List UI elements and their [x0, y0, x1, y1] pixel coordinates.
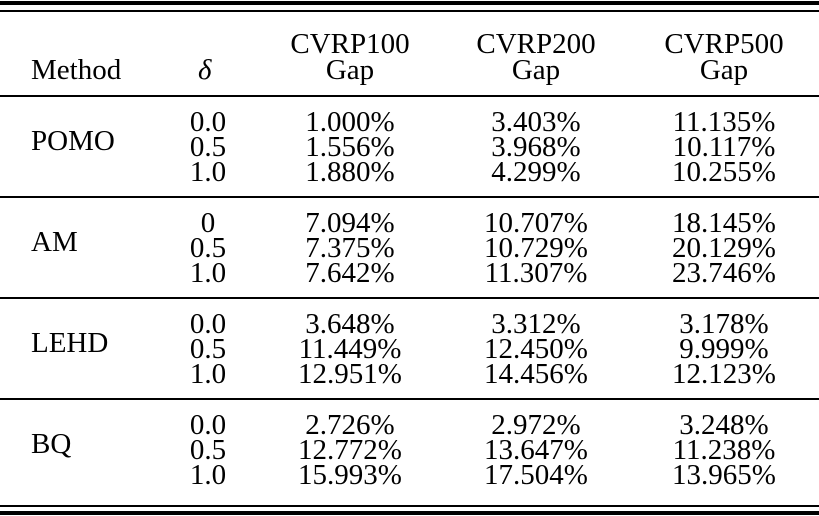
gap-value: 13.965%: [672, 459, 776, 491]
delta-cells: 0.0 0.5 1.0: [180, 106, 236, 188]
gap-value: 12.123%: [672, 358, 776, 390]
delta-value: 0.5: [189, 333, 227, 365]
gap-value: 12.772%: [298, 434, 402, 466]
bottom-rule-thin: [0, 505, 819, 507]
delta-value: 0.0: [189, 106, 227, 138]
header-cvrp100-sub: Gap: [325, 54, 375, 86]
cvrp200-cells: 3.312% 12.450% 14.456%: [456, 308, 616, 390]
gap-value: 3.312%: [491, 308, 581, 340]
group-rule-3: [0, 398, 819, 400]
gap-value: 11.307%: [484, 257, 588, 289]
header-cvrp200-title: CVRP200: [476, 28, 596, 60]
gap-value: 4.299%: [491, 156, 581, 188]
delta-value: 0.5: [189, 434, 227, 466]
header-cvrp500-sub: Gap: [699, 54, 749, 86]
header-cvrp500-title: CVRP500: [664, 28, 784, 60]
gap-value: 20.129%: [672, 232, 776, 264]
gap-value: 7.642%: [305, 257, 395, 289]
gap-value: 1.556%: [305, 131, 395, 163]
top-rule-thick: [0, 1, 819, 5]
gap-value: 1.880%: [305, 156, 395, 188]
gap-value: 12.450%: [484, 333, 588, 365]
gap-value: 12.951%: [298, 358, 402, 390]
cvrp200-cells: 10.707% 10.729% 11.307%: [456, 207, 616, 289]
gap-value: 10.729%: [484, 232, 588, 264]
delta-value: 0: [200, 207, 216, 239]
delta-value: 0.0: [189, 308, 227, 340]
gap-value: 3.648%: [305, 308, 395, 340]
gap-value: 3.968%: [491, 131, 581, 163]
gap-value: 15.993%: [298, 459, 402, 491]
delta-value: 0.5: [189, 232, 227, 264]
cvrp500-cells: 3.178% 9.999% 12.123%: [644, 308, 804, 390]
cvrp500-cells: 18.145% 20.129% 23.746%: [644, 207, 804, 289]
delta-cells: 0.0 0.5 1.0: [180, 308, 236, 390]
delta-value: 1.0: [189, 358, 227, 390]
gap-value: 3.403%: [491, 106, 581, 138]
gap-value: 14.456%: [484, 358, 588, 390]
header-method: Method: [31, 54, 122, 86]
cvrp200-cells: 2.972% 13.647% 17.504%: [456, 409, 616, 491]
method-label: BQ: [31, 428, 72, 460]
cvrp100-cells: 1.000% 1.556% 1.880%: [270, 106, 430, 188]
gap-value: 13.647%: [484, 434, 588, 466]
gap-value: 7.094%: [305, 207, 395, 239]
delta-value: 1.0: [189, 156, 227, 188]
gap-value: 9.999%: [679, 333, 769, 365]
delta-value: 1.0: [189, 459, 227, 491]
group-rule-1: [0, 196, 819, 198]
method-label: POMO: [31, 125, 115, 157]
delta-value: 0.0: [189, 409, 227, 441]
delta-value: 1.0: [189, 257, 227, 289]
cvrp100-cells: 7.094% 7.375% 7.642%: [270, 207, 430, 289]
cvrp500-cells: 11.135% 10.117% 10.255%: [644, 106, 804, 188]
gap-value: 1.000%: [305, 106, 395, 138]
gap-value: 7.375%: [305, 232, 395, 264]
header-rule: [0, 95, 819, 97]
gap-value: 17.504%: [484, 459, 588, 491]
delta-value: 0.5: [189, 131, 227, 163]
method-label: AM: [31, 226, 78, 258]
gap-value: 11.238%: [672, 434, 776, 466]
gap-value: 10.707%: [484, 207, 588, 239]
header-cvrp500: CVRP500 Gap: [644, 28, 804, 86]
gap-value: 23.746%: [672, 257, 776, 289]
gap-value: 3.178%: [679, 308, 769, 340]
cvrp500-cells: 3.248% 11.238% 13.965%: [644, 409, 804, 491]
bottom-rule-thick: [0, 511, 819, 515]
method-label: LEHD: [31, 327, 109, 359]
header-delta: δ: [198, 54, 212, 86]
cvrp100-cells: 3.648% 11.449% 12.951%: [270, 308, 430, 390]
gap-value: 18.145%: [672, 207, 776, 239]
delta-cells: 0 0.5 1.0: [180, 207, 236, 289]
cvrp100-cells: 2.726% 12.772% 15.993%: [270, 409, 430, 491]
gap-value: 3.248%: [679, 409, 769, 441]
gap-value: 2.726%: [305, 409, 395, 441]
header-cvrp100-title: CVRP100: [290, 28, 410, 60]
top-rule-thin: [0, 10, 819, 12]
header-cvrp100: CVRP100 Gap: [270, 28, 430, 86]
delta-cells: 0.0 0.5 1.0: [180, 409, 236, 491]
gap-value: 11.135%: [672, 106, 776, 138]
header-cvrp200-sub: Gap: [511, 54, 561, 86]
gap-value: 11.449%: [298, 333, 402, 365]
group-rule-2: [0, 297, 819, 299]
gap-value: 10.117%: [672, 131, 776, 163]
cvrp200-cells: 3.403% 3.968% 4.299%: [456, 106, 616, 188]
gap-value: 10.255%: [672, 156, 776, 188]
gap-value: 2.972%: [491, 409, 581, 441]
header-cvrp200: CVRP200 Gap: [456, 28, 616, 86]
